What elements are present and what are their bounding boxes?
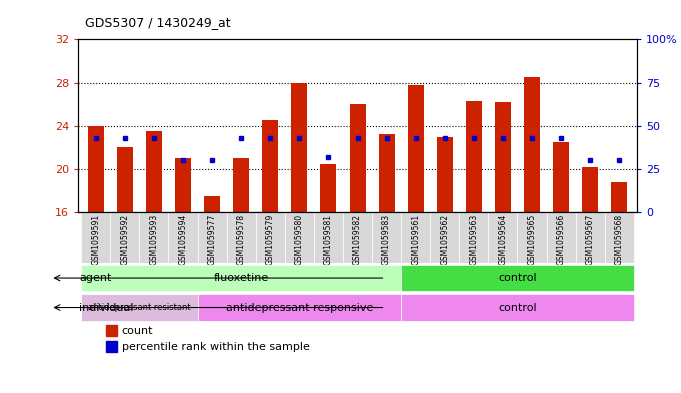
Text: GSM1059562: GSM1059562: [441, 214, 449, 265]
Bar: [349, 104, 366, 212]
Text: GSM1059564: GSM1059564: [498, 214, 507, 265]
Text: antidepressant responsive: antidepressant responsive: [225, 303, 373, 312]
Bar: [81, 294, 197, 321]
Bar: [197, 212, 227, 263]
Bar: [233, 158, 249, 212]
Text: control: control: [498, 273, 537, 283]
Bar: [372, 212, 401, 263]
Bar: [401, 265, 634, 291]
Text: GSM1059566: GSM1059566: [556, 214, 566, 265]
Bar: [524, 77, 540, 212]
Text: GSM1059591: GSM1059591: [91, 214, 100, 265]
Bar: [106, 341, 117, 352]
Bar: [81, 212, 110, 263]
Bar: [140, 212, 168, 263]
Text: GSM1059578: GSM1059578: [237, 214, 246, 265]
Bar: [518, 212, 547, 263]
Bar: [168, 212, 197, 263]
Text: GSM1059567: GSM1059567: [586, 214, 595, 265]
Bar: [401, 294, 634, 321]
Bar: [106, 325, 117, 336]
Bar: [321, 163, 336, 212]
Bar: [81, 265, 401, 291]
Bar: [110, 212, 140, 263]
Bar: [291, 83, 307, 212]
Bar: [459, 212, 488, 263]
Text: GSM1059592: GSM1059592: [121, 214, 129, 265]
Bar: [582, 167, 598, 212]
Bar: [256, 212, 285, 263]
Bar: [204, 196, 220, 212]
Text: GSM1059561: GSM1059561: [411, 214, 420, 265]
Text: percentile rank within the sample: percentile rank within the sample: [122, 342, 310, 352]
Bar: [553, 142, 569, 212]
Bar: [146, 131, 162, 212]
Text: antidepressant resistant: antidepressant resistant: [88, 303, 191, 312]
Bar: [175, 158, 191, 212]
Bar: [401, 212, 430, 263]
Bar: [197, 294, 401, 321]
Bar: [466, 101, 482, 212]
Text: count: count: [122, 326, 153, 336]
Bar: [314, 212, 343, 263]
Bar: [430, 212, 459, 263]
Text: fluoxetine: fluoxetine: [214, 273, 269, 283]
Text: GDS5307 / 1430249_at: GDS5307 / 1430249_at: [85, 17, 231, 29]
Bar: [117, 147, 133, 212]
Text: GSM1059563: GSM1059563: [469, 214, 478, 265]
Text: GSM1059581: GSM1059581: [324, 214, 333, 265]
Text: GSM1059583: GSM1059583: [382, 214, 391, 265]
Text: agent: agent: [79, 273, 111, 283]
Bar: [605, 212, 634, 263]
Text: GSM1059568: GSM1059568: [615, 214, 624, 265]
Bar: [262, 120, 279, 212]
Text: GSM1059593: GSM1059593: [149, 214, 159, 265]
Bar: [437, 136, 453, 212]
Bar: [379, 134, 394, 212]
Text: control: control: [498, 303, 537, 312]
Text: GSM1059582: GSM1059582: [353, 214, 362, 265]
Bar: [343, 212, 372, 263]
Bar: [575, 212, 605, 263]
Text: GSM1059594: GSM1059594: [178, 214, 187, 265]
Bar: [547, 212, 575, 263]
Bar: [612, 182, 627, 212]
Bar: [88, 126, 104, 212]
Bar: [227, 212, 256, 263]
Text: GSM1059580: GSM1059580: [295, 214, 304, 265]
Bar: [488, 212, 518, 263]
Bar: [408, 85, 424, 212]
Text: GSM1059577: GSM1059577: [208, 214, 217, 265]
Text: GSM1059579: GSM1059579: [266, 214, 274, 265]
Text: individual: individual: [79, 303, 133, 312]
Bar: [285, 212, 314, 263]
Text: GSM1059565: GSM1059565: [528, 214, 537, 265]
Bar: [495, 102, 511, 212]
